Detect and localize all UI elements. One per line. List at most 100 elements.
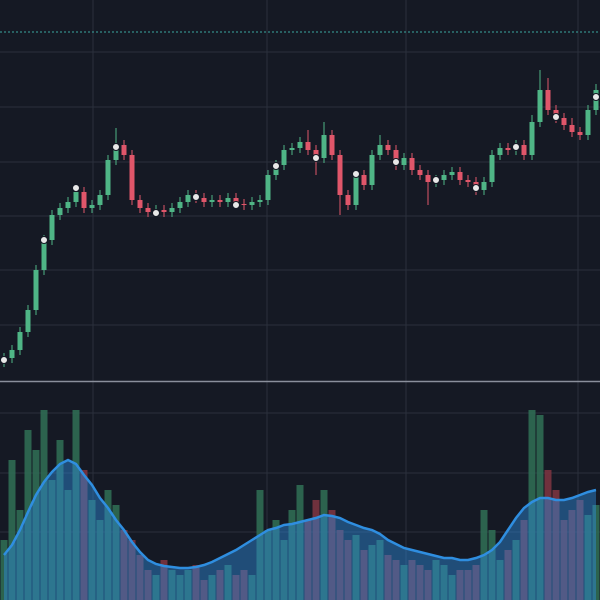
volume-bar bbox=[128, 540, 136, 600]
volume-bar bbox=[528, 410, 536, 600]
candle-body bbox=[121, 145, 127, 155]
candle-body bbox=[241, 204, 247, 205]
volume-bar bbox=[560, 520, 568, 600]
candle-body bbox=[297, 142, 303, 148]
candle-body bbox=[521, 145, 527, 155]
volume-bar bbox=[488, 530, 496, 600]
candle-body bbox=[481, 182, 487, 190]
volume-bar bbox=[304, 520, 312, 600]
volume-bar bbox=[176, 575, 184, 600]
candle-body bbox=[169, 208, 175, 212]
marker bbox=[392, 158, 400, 166]
volume-bar bbox=[264, 530, 272, 600]
volume-bar bbox=[104, 490, 112, 600]
candle-body bbox=[201, 198, 207, 202]
volume-bar bbox=[64, 490, 72, 600]
candle-body bbox=[257, 200, 263, 202]
marker bbox=[552, 113, 560, 121]
marker bbox=[152, 209, 160, 217]
volume-bar bbox=[136, 555, 144, 600]
candle-body bbox=[97, 195, 103, 205]
volume-bar bbox=[240, 570, 248, 600]
candle-body bbox=[81, 192, 87, 208]
candle-body bbox=[289, 148, 295, 150]
volume-bar bbox=[224, 565, 232, 600]
volume-bar bbox=[112, 505, 120, 600]
volume-bar bbox=[80, 470, 88, 600]
candle-body bbox=[129, 155, 135, 200]
candle-body bbox=[577, 132, 583, 135]
candle-body bbox=[369, 155, 375, 185]
candle-body bbox=[57, 208, 63, 215]
candle-body bbox=[449, 172, 455, 175]
volume-bar bbox=[464, 570, 472, 600]
candle-body bbox=[505, 148, 511, 150]
volume-bar bbox=[152, 575, 160, 600]
candle-body bbox=[145, 208, 151, 212]
volume-bar bbox=[72, 410, 80, 600]
candle-body bbox=[425, 175, 431, 182]
marker bbox=[72, 184, 80, 192]
volume-bar bbox=[232, 575, 240, 600]
volume-bar bbox=[424, 570, 432, 600]
volume-bar bbox=[248, 575, 256, 600]
volume-bar bbox=[96, 520, 104, 600]
candle-body bbox=[137, 200, 143, 208]
volume-bar bbox=[144, 570, 152, 600]
candle-body bbox=[185, 195, 191, 202]
volume-bar bbox=[312, 500, 320, 600]
candle-body bbox=[329, 135, 335, 155]
candle-body bbox=[353, 175, 359, 205]
volume-bar bbox=[440, 565, 448, 600]
volume-bar bbox=[8, 460, 16, 600]
volume-bar bbox=[416, 565, 424, 600]
marker bbox=[472, 184, 480, 192]
marker bbox=[432, 176, 440, 184]
marker bbox=[0, 356, 8, 364]
volume-bar bbox=[0, 540, 8, 600]
volume-bar bbox=[256, 490, 264, 600]
volume-bar bbox=[384, 555, 392, 600]
volume-bar bbox=[544, 470, 552, 600]
volume-bar bbox=[200, 580, 208, 600]
volume-bar bbox=[208, 575, 216, 600]
candle-body bbox=[217, 200, 223, 202]
candle-body bbox=[89, 205, 95, 208]
volume-bar bbox=[336, 530, 344, 600]
volume-bar bbox=[400, 565, 408, 600]
candle-body bbox=[33, 270, 39, 310]
volume-bar bbox=[496, 560, 504, 600]
candle-body bbox=[65, 202, 71, 208]
candle-body bbox=[177, 202, 183, 208]
volume-bar bbox=[552, 490, 560, 600]
volume-bar bbox=[32, 450, 40, 600]
volume-bar bbox=[520, 520, 528, 600]
volume-bar bbox=[328, 510, 336, 600]
volume-bar bbox=[192, 565, 200, 600]
candle-body bbox=[561, 118, 567, 125]
volume-bar bbox=[584, 515, 592, 600]
volume-bar bbox=[536, 415, 544, 600]
volume-bar bbox=[184, 570, 192, 600]
candle-body bbox=[497, 148, 503, 155]
volume-bar bbox=[568, 510, 576, 600]
volume-bar bbox=[320, 490, 328, 600]
marker bbox=[232, 201, 240, 209]
candle-body bbox=[545, 90, 551, 110]
candle-body bbox=[569, 125, 575, 132]
candle-body bbox=[321, 135, 327, 158]
candle-body bbox=[305, 142, 311, 150]
candle-body bbox=[417, 170, 423, 175]
candle-body bbox=[73, 192, 79, 202]
volume-bar bbox=[344, 540, 352, 600]
candle-body bbox=[9, 350, 15, 358]
volume-bar bbox=[272, 520, 280, 600]
marker bbox=[312, 154, 320, 162]
candle-body bbox=[225, 198, 231, 202]
candle-body bbox=[337, 155, 343, 195]
candle-body bbox=[385, 145, 391, 150]
volume-bar bbox=[472, 565, 480, 600]
candle-body bbox=[401, 158, 407, 165]
candle-body bbox=[49, 215, 55, 240]
